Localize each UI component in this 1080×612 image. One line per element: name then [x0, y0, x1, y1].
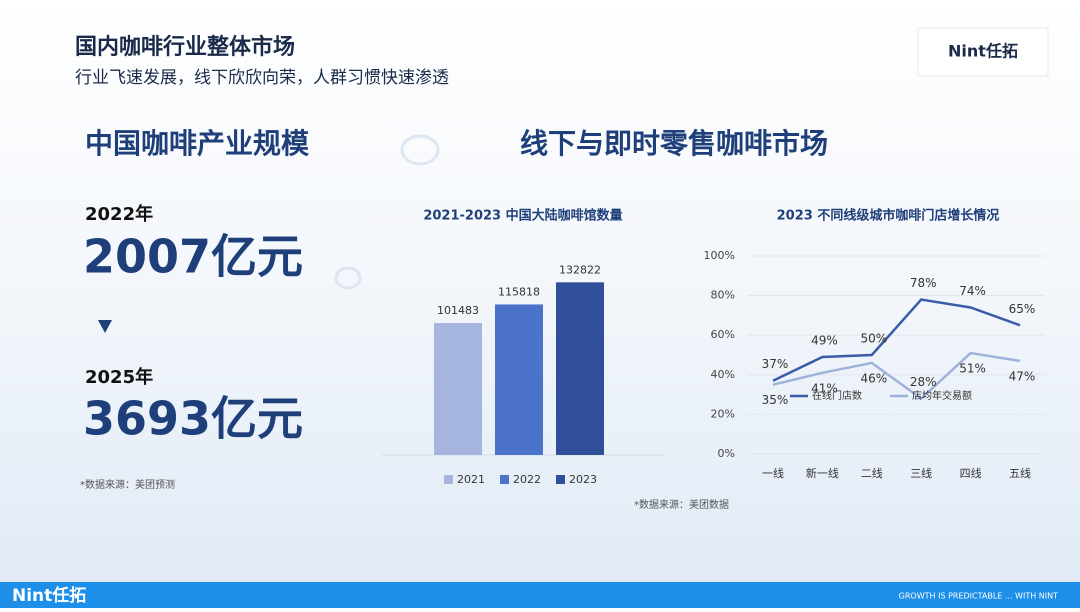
legend-swatch — [556, 475, 565, 484]
x-tick-label: 新一线 — [806, 466, 839, 480]
legend-label: 2021 — [457, 473, 485, 486]
title: 国内咖啡行业整体市场 — [75, 34, 295, 60]
source: *数据来源：美团数据 — [634, 498, 729, 511]
logo-box — [917, 27, 1049, 77]
big-value: 3693亿元 — [83, 392, 303, 446]
y-tick-label: 40% — [711, 368, 735, 381]
footer-logo: Nint任拓 — [12, 585, 86, 606]
subtitle: 行业飞速发展，线下欣欣向荣，人群习惯快速渗透 — [75, 68, 449, 88]
water-drop — [334, 266, 362, 290]
x-tick-label: 四线 — [960, 466, 982, 480]
year: 2025年 — [85, 366, 153, 388]
legend-label: 店均年交易额 — [912, 389, 972, 402]
line — [772, 298, 1021, 382]
y-tick-label: 80% — [711, 289, 735, 302]
data-label: 51% — [959, 362, 986, 376]
x-tick-label: 一线 — [762, 466, 784, 480]
big-value: 2007亿元 — [83, 230, 303, 284]
y-tick-label: 20% — [711, 407, 735, 420]
x-tick-label: 三线 — [910, 466, 932, 480]
x-tick-label: 二线 — [861, 466, 883, 480]
arrow-down — [98, 320, 112, 333]
footer-bar — [0, 582, 1080, 608]
data-label: 132822 — [559, 263, 601, 276]
data-label: 74% — [959, 284, 986, 298]
data-label: 115818 — [498, 285, 540, 298]
data-label: 78% — [910, 276, 937, 290]
data-label: 28% — [910, 375, 937, 389]
heading: 线下与即时零售咖啡市场 — [520, 127, 828, 160]
data-label: 47% — [1009, 369, 1036, 383]
slogan: GROWTH IS PREDICTABLE ... WITH NINT — [899, 592, 1058, 601]
y-tick-label: 0% — [718, 447, 735, 460]
data-label: 50% — [860, 332, 887, 346]
legend-label: 2022 — [513, 473, 541, 486]
data-label: 41% — [811, 381, 838, 395]
x-tick-label: 五线 — [1009, 466, 1031, 480]
line — [772, 351, 1021, 401]
year: 2022年 — [85, 203, 153, 225]
legend-swatch — [444, 475, 453, 484]
y-tick-label: 60% — [711, 328, 735, 341]
data-label: 46% — [860, 371, 887, 385]
data-label: 101483 — [437, 304, 479, 317]
heading: 中国咖啡产业规模 — [85, 127, 310, 160]
data-label: 49% — [811, 333, 838, 347]
source: *数据来源：美团预测 — [80, 478, 175, 491]
chart-title: 2021-2023 中国大陆咖啡馆数量 — [423, 208, 622, 224]
bar — [556, 282, 604, 455]
legend-label: 2023 — [569, 473, 597, 486]
legend-label: 在线门店数 — [812, 389, 862, 402]
legend-swatch — [500, 475, 509, 484]
bar — [434, 323, 482, 455]
y-tick-label: 100% — [704, 249, 735, 262]
data-label: 37% — [762, 357, 789, 371]
chart-title: 2023 不同线级城市咖啡门店增长情况 — [777, 208, 1000, 224]
data-label: 65% — [1009, 302, 1036, 316]
logo: Nint任拓 — [948, 42, 1018, 61]
bar — [495, 304, 543, 455]
data-label: 35% — [762, 393, 789, 407]
water-drop — [400, 134, 440, 166]
